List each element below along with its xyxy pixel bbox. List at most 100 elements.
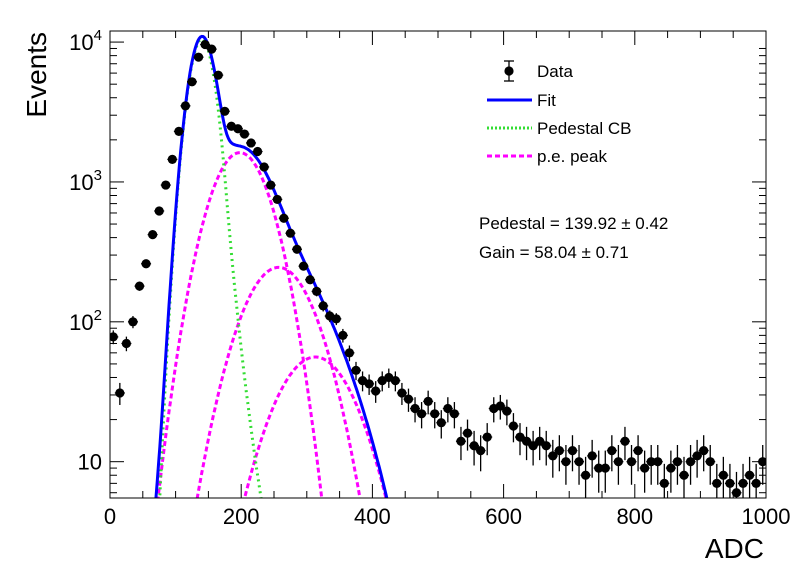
data-point — [331, 313, 342, 326]
gain-annotation: Gain = 58.04 ± 0.71 — [479, 243, 629, 262]
data-point — [672, 444, 683, 485]
data-marker — [403, 394, 414, 404]
x-axis-label: ADC — [705, 533, 764, 564]
data-point — [534, 426, 545, 461]
legend-entry-data: Data — [504, 60, 573, 82]
data-point — [521, 426, 532, 461]
data-point — [469, 430, 480, 466]
data-point — [587, 439, 598, 478]
data-point — [291, 244, 302, 254]
data-marker — [174, 126, 184, 136]
data-marker — [685, 457, 696, 467]
data-marker — [128, 317, 138, 327]
data-point — [298, 261, 309, 271]
data-marker — [390, 375, 400, 386]
data-marker — [200, 39, 210, 50]
data-marker — [134, 281, 145, 291]
legend-label: Fit — [537, 91, 556, 110]
data-marker — [246, 138, 256, 148]
x-tick-label: 800 — [616, 504, 653, 529]
data-point — [259, 162, 270, 172]
x-tick-label: 1000 — [742, 504, 791, 529]
data-point — [429, 402, 440, 429]
data-marker — [410, 403, 420, 414]
data-marker — [167, 154, 177, 164]
data-point — [206, 44, 217, 54]
data-marker — [259, 162, 269, 172]
data-marker — [279, 213, 289, 223]
data-marker — [666, 463, 676, 473]
data-point — [252, 146, 263, 157]
data-marker — [548, 451, 558, 461]
data-marker — [574, 457, 584, 467]
data-point — [141, 259, 152, 269]
data-marker — [193, 52, 204, 62]
data-point — [442, 397, 453, 423]
data-marker — [110, 332, 118, 342]
y-tick-labels: 10 102 103 104 — [69, 27, 102, 475]
data-point — [121, 336, 132, 352]
data-marker — [187, 77, 197, 87]
data-point — [265, 180, 276, 190]
data-point — [718, 456, 729, 498]
data-point — [396, 382, 407, 405]
data-marker — [731, 488, 742, 498]
data-marker — [154, 206, 164, 216]
data-point — [633, 435, 644, 472]
data-marker — [541, 441, 551, 451]
data-marker — [423, 396, 433, 406]
data-marker — [121, 338, 131, 349]
data-point — [318, 300, 329, 312]
data-marker — [141, 259, 151, 269]
data-point — [246, 138, 257, 148]
data-point — [200, 39, 211, 50]
data-marker — [672, 457, 683, 467]
legend-marker — [504, 66, 514, 76]
data-point — [626, 444, 637, 485]
data-point — [482, 423, 493, 456]
data-marker — [712, 478, 722, 488]
data-marker — [266, 180, 276, 190]
data-point — [390, 371, 401, 392]
y-axis-label: Events — [21, 32, 52, 118]
data-point — [751, 463, 762, 498]
data-marker — [594, 463, 604, 473]
data-point — [652, 444, 663, 485]
data-point — [567, 435, 578, 472]
data-point — [659, 463, 670, 498]
data-marker — [725, 478, 735, 488]
fit-curve — [154, 34, 389, 498]
data-point — [593, 450, 604, 493]
data-marker — [436, 418, 446, 428]
data-marker — [253, 146, 263, 157]
data-point — [574, 444, 585, 485]
y-tick-label: 10 — [78, 450, 102, 475]
data-point — [110, 330, 119, 345]
data-marker — [646, 457, 656, 467]
data-point — [560, 444, 571, 485]
data-point — [665, 450, 676, 493]
data-point — [508, 413, 519, 443]
data-marker — [298, 261, 309, 271]
data-point — [219, 106, 230, 116]
data-point — [423, 390, 434, 415]
data-point — [639, 450, 650, 493]
data-point — [515, 423, 525, 456]
data-marker — [469, 441, 479, 451]
data-marker — [699, 446, 709, 456]
data-point — [160, 180, 171, 190]
data-marker — [397, 388, 407, 398]
data-point — [337, 328, 348, 343]
data-marker — [443, 403, 453, 414]
data-point — [475, 435, 486, 472]
data-marker — [180, 101, 191, 111]
data-marker — [344, 348, 355, 358]
data-marker — [430, 409, 440, 419]
data-marker — [561, 457, 571, 467]
data-marker — [633, 446, 643, 456]
data-point — [127, 316, 138, 329]
data-marker — [292, 244, 302, 254]
data-point — [744, 456, 755, 498]
data-point — [679, 456, 689, 498]
